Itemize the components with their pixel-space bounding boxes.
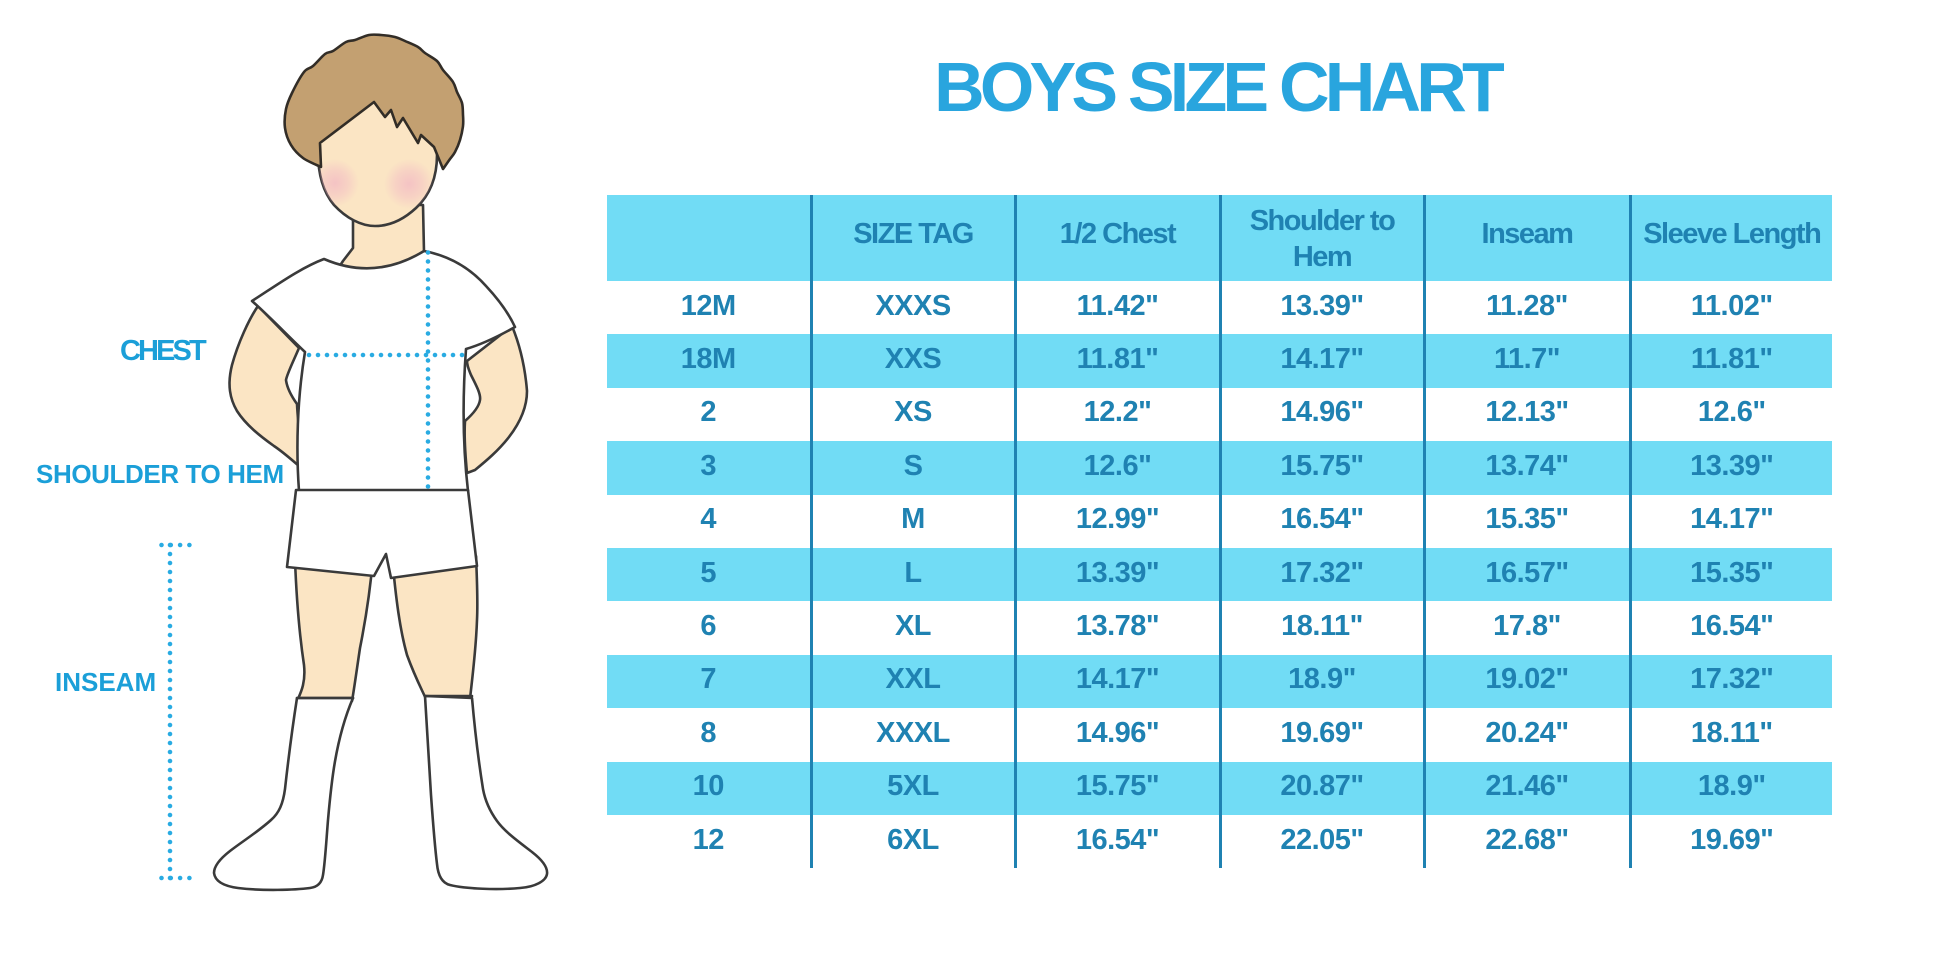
svg-text:CHEST: CHEST [120,335,207,367]
svg-text:INSEAM: INSEAM [55,667,156,697]
svg-text:SHOULDER TO HEM: SHOULDER TO HEM [36,459,284,489]
